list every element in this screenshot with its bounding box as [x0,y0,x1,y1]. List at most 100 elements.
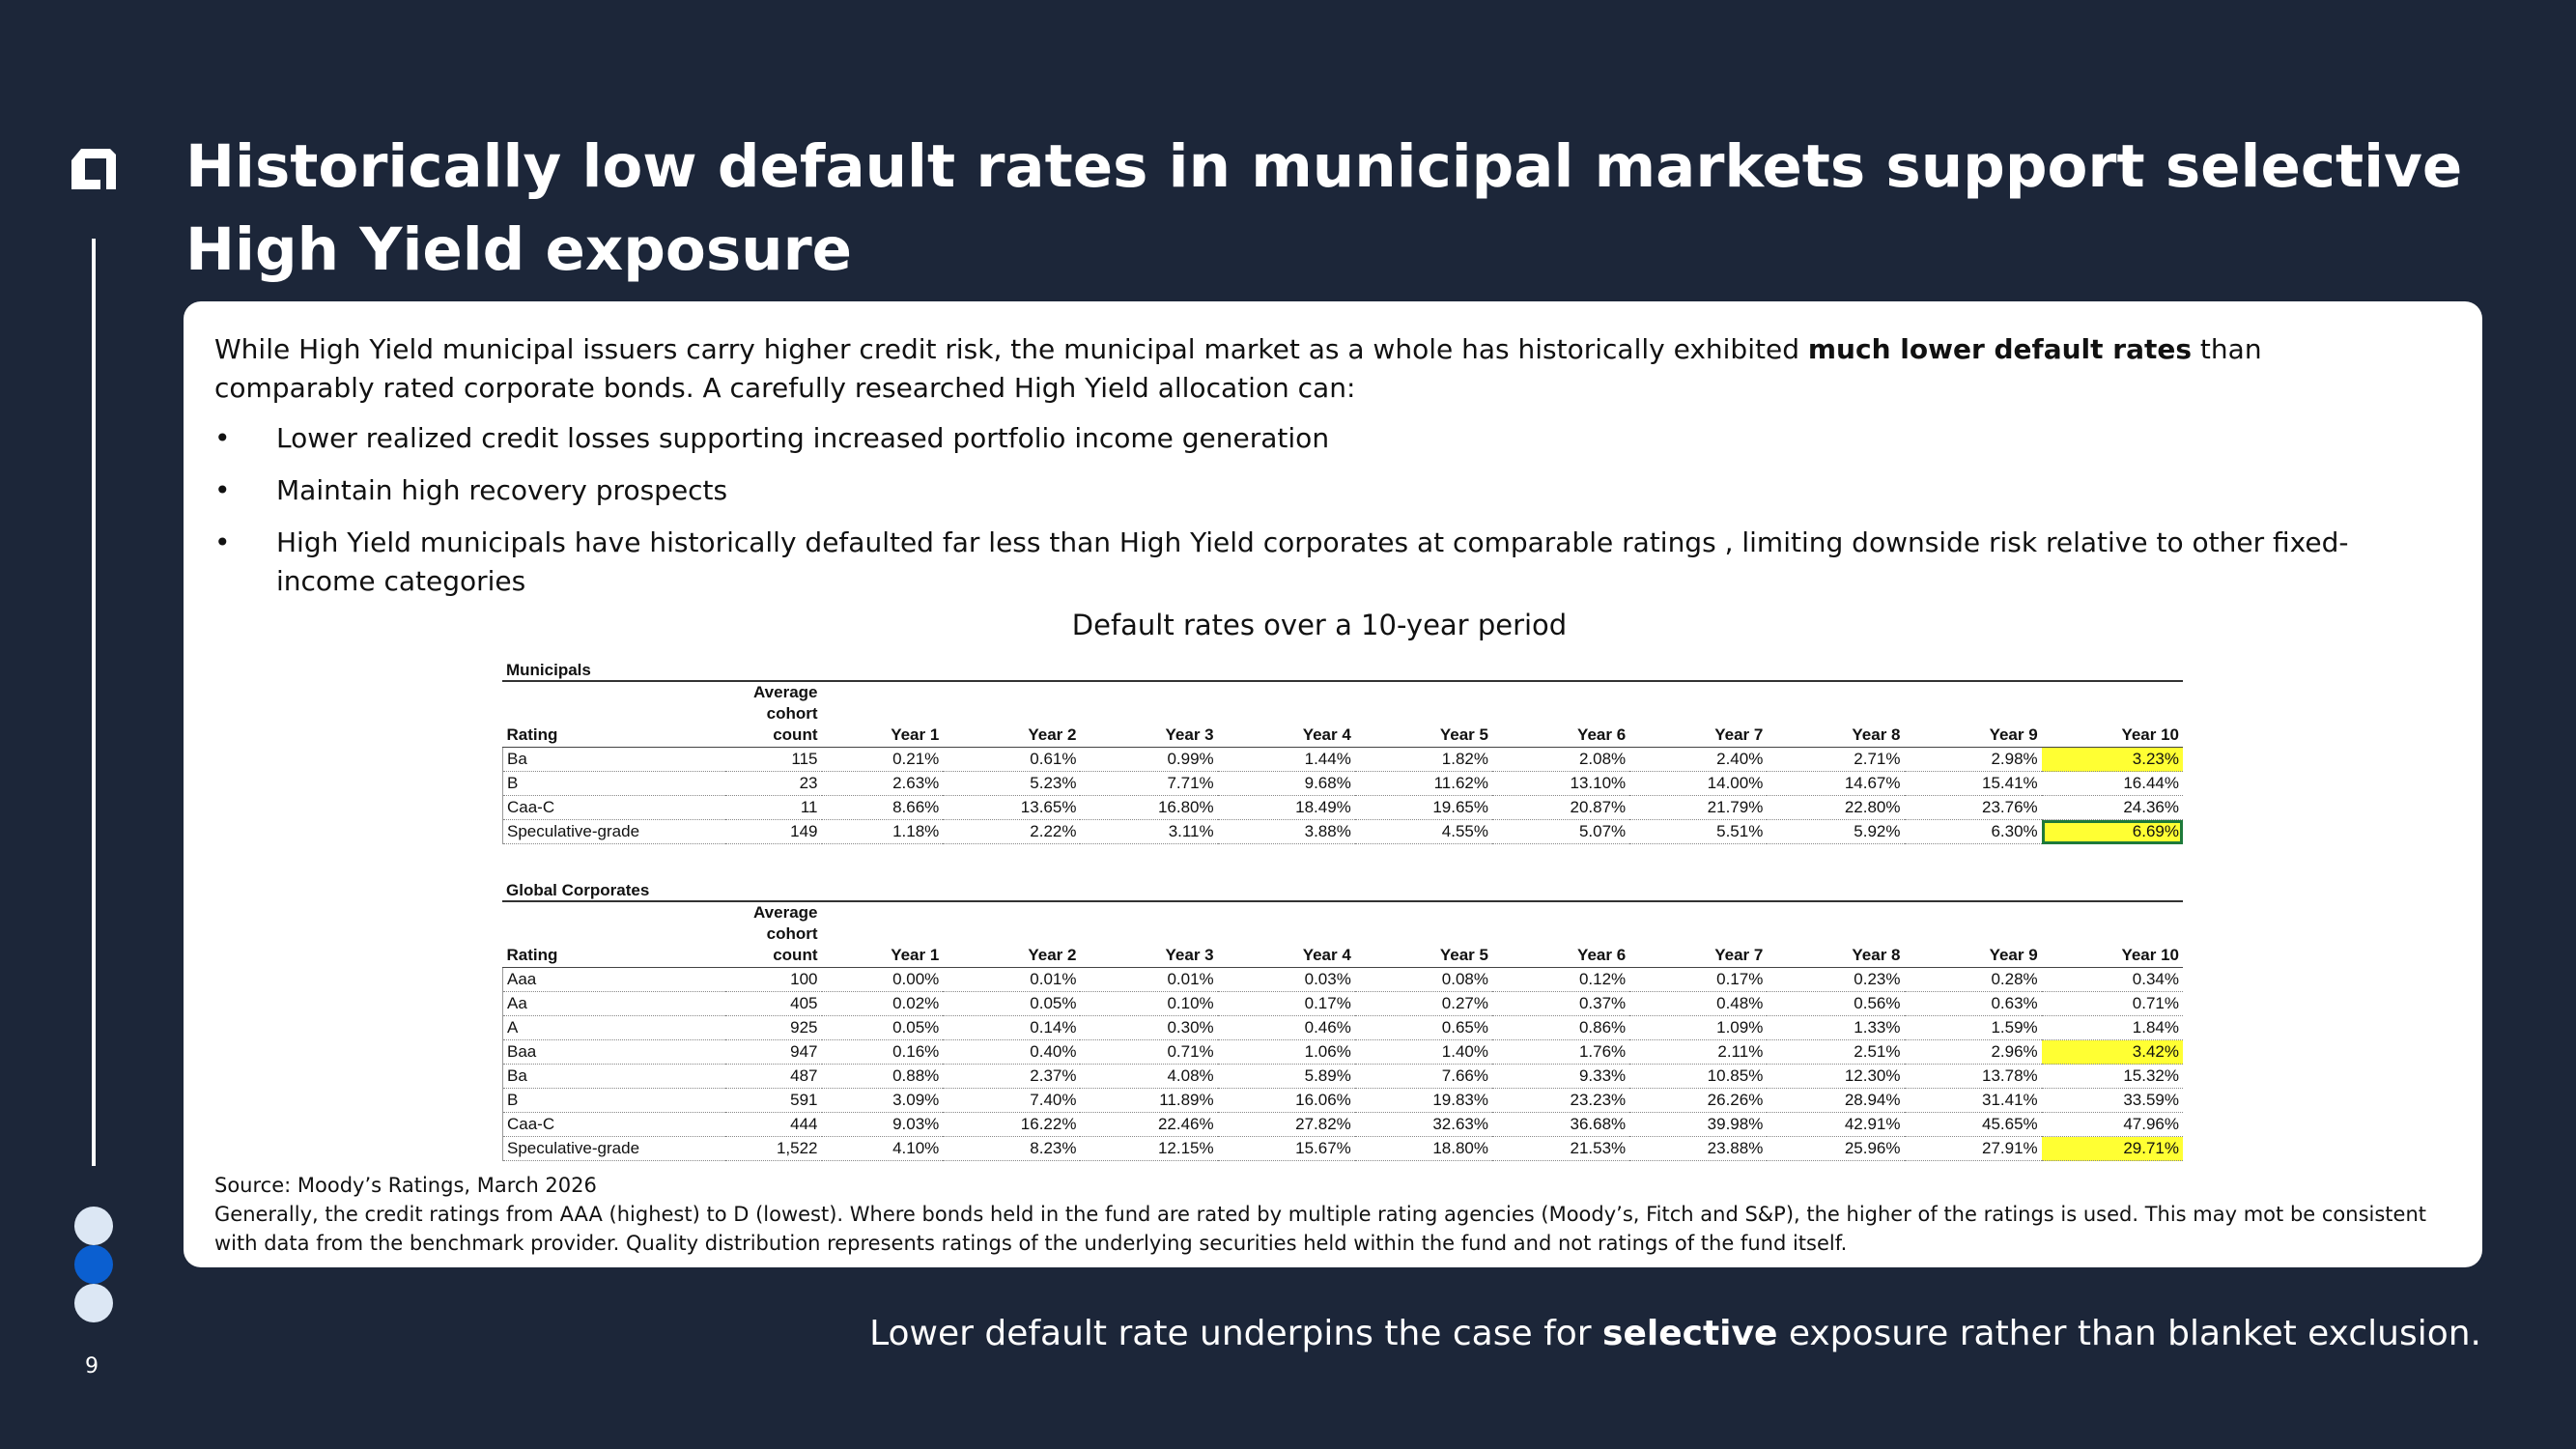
default-rate-cell: 2.40% [1629,747,1768,772]
count-cell: 591 [724,1088,822,1113]
default-rate-cell: 3.09% [821,1088,944,1113]
default-rate-cell: 23.88% [1629,1136,1768,1161]
default-rate-cell: 2.51% [1767,1039,1905,1065]
default-rate-cell: 29.71% [2041,1136,2183,1161]
default-rate-cell: 0.05% [821,1015,944,1040]
default-rate-cell: 28.94% [1767,1088,1905,1113]
decorative-vertical-line [92,239,96,1166]
table-row: B 23 2.63% 5.23% 7.71% 9.68% 11.62% 13.10% 14.00… [502,771,2183,796]
year-header: Year 2 [943,682,1081,748]
default-rate-cell: 2.22% [943,819,1081,844]
count-header: Average cohort count [724,902,822,968]
default-rate-cell: 27.82% [1217,1112,1355,1137]
default-rate-cell: 0.61% [943,747,1081,772]
default-rate-cell: 0.63% [1904,991,2042,1016]
table-header-row: Rating Average cohort count Year 1 Year 2 … [502,902,2183,968]
default-rate-cell: 0.02% [821,991,944,1016]
default-rate-cell: 42.91% [1767,1112,1905,1137]
default-rate-cell: 16.22% [943,1112,1081,1137]
default-rate-cell: 26.26% [1629,1088,1768,1113]
default-rate-cell: 22.80% [1767,795,1905,820]
default-rate-cell: 14.67% [1767,771,1905,796]
progress-dot-active [74,1245,113,1284]
default-rate-cell: 0.14% [943,1015,1081,1040]
default-rate-cell: 0.17% [1217,991,1355,1016]
default-rate-cell: 0.05% [943,991,1081,1016]
default-rate-cell: 0.01% [1080,967,1218,992]
default-rate-cell: 12.15% [1080,1136,1218,1161]
default-rate-cell: 1.76% [1491,1039,1630,1065]
default-rate-cell: 11.62% [1354,771,1492,796]
default-rate-cell: 2.63% [821,771,944,796]
year-header: Year 8 [1767,682,1905,748]
count-cell: 115 [724,747,822,772]
corporates-table: Rating Average cohort count Year 1 Year 2 … [502,902,2183,1161]
default-rate-cell: 22.46% [1080,1112,1218,1137]
rating-header: Rating [502,682,725,748]
default-rate-cell: 39.98% [1629,1112,1768,1137]
default-rate-cell: 18.80% [1354,1136,1492,1161]
bullet-mark: • [214,526,231,558]
year-header: Year 8 [1767,902,1905,968]
default-rate-cell: 3.42% [2041,1039,2183,1065]
default-rate-cell: 1.82% [1354,747,1492,772]
rating-cell: Baa [502,1039,725,1065]
rating-cell: Caa-C [502,1112,725,1137]
table-row: Ba 487 0.88% 2.37% 4.08% 5.89% 7.66% 9.33% 10.85… [502,1064,2183,1089]
brand-logo-icon [71,149,116,189]
count-cell: 405 [724,991,822,1016]
year-header: Year 10 [2041,682,2183,748]
default-rate-cell: 0.48% [1629,991,1768,1016]
default-rate-cell: 0.71% [2041,991,2183,1016]
default-rate-cell: 1.40% [1354,1039,1492,1065]
year-header: Year 6 [1491,682,1630,748]
rating-cell: Aaa [502,967,725,992]
municipals-table: Rating Average cohort count Year 1 Year 2 … [502,682,2183,844]
default-rate-cell: 0.28% [1904,967,2042,992]
default-rate-cell: 15.32% [2041,1064,2183,1089]
rating-cell: A [502,1015,725,1040]
default-rate-cell: 2.37% [943,1064,1081,1089]
year-header: Year 9 [1904,902,2042,968]
table-row: Baa 947 0.16% 0.40% 0.71% 1.06% 1.40% 1.76% 2.11… [502,1039,2183,1065]
year-header: Year 3 [1080,682,1218,748]
table-title: Default rates over a 10-year period [1071,609,1568,641]
year-header: Year 3 [1080,902,1218,968]
bullet-list: • Lower realized credit losses supporting… [214,419,2417,614]
default-rate-cell: 7.66% [1354,1064,1492,1089]
default-rate-cell: 6.69% [2041,819,2183,844]
default-rate-cell: 0.23% [1767,967,1905,992]
table-row: Speculative-grade 1,522 4.10% 8.23% 12.15% 15… [502,1136,2183,1161]
footer-text-before: Lower default rate underpins the case fo… [869,1314,1603,1353]
default-rate-cell: 0.86% [1491,1015,1630,1040]
default-rate-cell: 7.71% [1080,771,1218,796]
default-rate-cell: 0.10% [1080,991,1218,1016]
default-rate-cell: 36.68% [1491,1112,1630,1137]
list-item: • Lower realized credit losses supporting… [214,419,2417,458]
default-rate-cell: 0.34% [2041,967,2183,992]
default-rate-cell: 5.89% [1217,1064,1355,1089]
default-rate-cell: 24.36% [2041,795,2183,820]
default-rate-cell: 4.55% [1354,819,1492,844]
year-header: Year 6 [1491,902,1630,968]
default-rate-cell: 0.88% [821,1064,944,1089]
list-item: • Maintain high recovery prospects [214,471,2417,510]
count-cell: 925 [724,1015,822,1040]
bullet-mark: • [214,474,231,506]
default-rate-cell: 13.10% [1491,771,1630,796]
default-rate-cell: 1.33% [1767,1015,1905,1040]
default-rate-cell: 7.40% [943,1088,1081,1113]
default-rate-cell: 10.85% [1629,1064,1768,1089]
default-rate-cell: 18.49% [1217,795,1355,820]
year-header: Year 1 [821,902,944,968]
count-cell: 487 [724,1064,822,1089]
footer-text-bold: selective [1602,1314,1778,1353]
default-rate-cell: 0.21% [821,747,944,772]
default-rate-cell: 0.37% [1491,991,1630,1016]
page-title: Historically low default rates in munici… [185,132,2463,284]
rating-header: Rating [502,902,725,968]
corporates-section-title: Global Corporates [502,879,2183,902]
default-rate-cell: 0.99% [1080,747,1218,772]
default-rate-cell: 9.33% [1491,1064,1630,1089]
default-rate-cell: 20.87% [1491,795,1630,820]
